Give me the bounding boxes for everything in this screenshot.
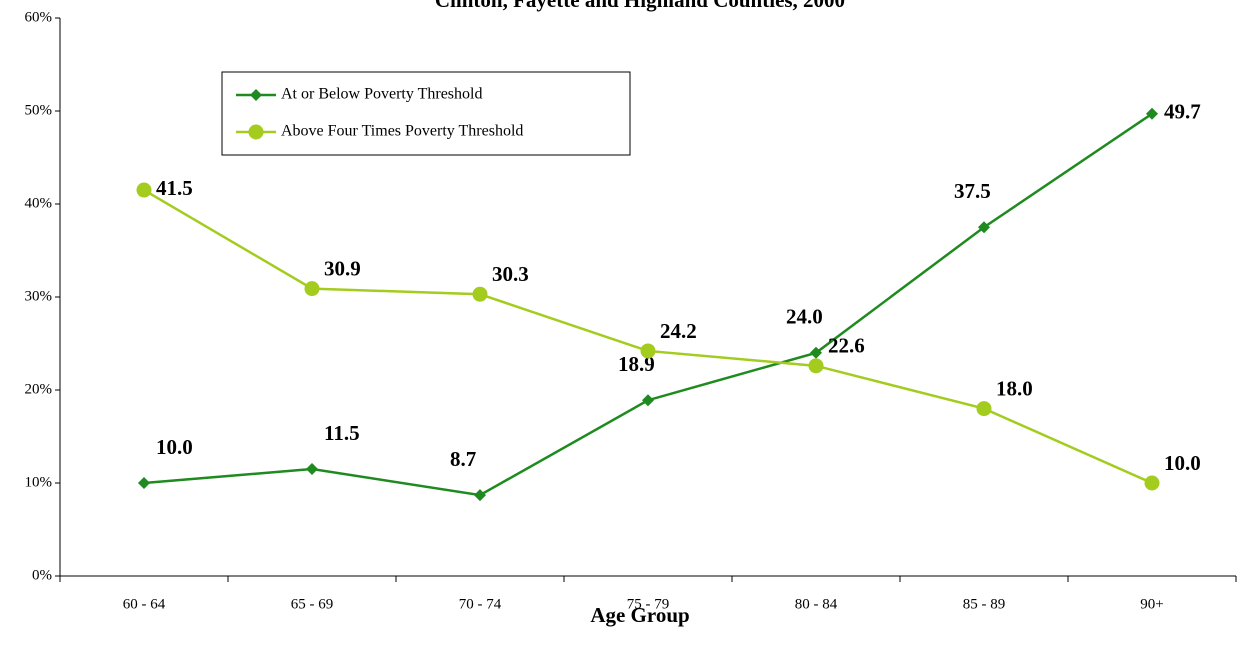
y-tick-label: 50% [25,102,53,118]
data-label: 37.5 [954,179,991,203]
marker [808,358,824,374]
data-label: 11.5 [324,421,360,445]
x-axis-label: Age Group [590,603,689,627]
marker [642,394,654,407]
data-label: 24.0 [786,305,823,329]
data-label: 41.5 [156,176,193,200]
x-tick-label: 80 - 84 [795,596,838,612]
marker [136,182,152,198]
marker [978,221,990,234]
legend-marker [250,89,262,101]
y-tick-label: 30% [25,288,53,304]
data-label: 10.0 [1164,451,1201,475]
marker [304,281,320,297]
marker [474,489,486,502]
y-tick-label: 10% [25,474,53,490]
data-label: 30.3 [492,262,529,286]
series-line [143,112,1153,497]
chart-title: Clinton, Fayette and Highland Counties, … [435,0,845,12]
x-tick-label: 85 - 89 [963,596,1006,612]
marker [306,463,318,476]
data-label: 22.6 [828,334,865,358]
marker [138,477,150,489]
data-label: 18.0 [996,376,1033,400]
legend-marker [248,124,264,140]
y-tick-label: 40% [25,195,53,211]
series-line [143,188,1153,485]
data-label: 24.2 [660,319,697,343]
marker [1144,475,1160,491]
data-label: 8.7 [450,447,476,471]
marker [810,346,822,359]
y-tick-label: 60% [25,9,53,25]
marker [1146,107,1158,120]
data-label: 30.9 [324,256,361,280]
x-tick-label: 75 - 79 [627,596,670,612]
legend-label: Above Four Times Poverty Threshold [281,123,523,140]
data-label: 49.7 [1164,100,1201,124]
x-tick-label: 70 - 74 [459,596,502,612]
x-tick-label: 60 - 64 [123,596,166,612]
marker [976,401,992,417]
legend-label: At or Below Poverty Threshold [281,86,482,103]
marker [472,286,488,302]
x-tick-label: 90+ [1140,596,1163,612]
legend-box [221,71,631,156]
x-tick-label: 65 - 69 [291,596,334,612]
y-tick-label: 0% [32,567,52,583]
data-label: 10.0 [156,435,193,459]
y-tick-label: 20% [25,381,53,397]
marker [640,343,656,359]
